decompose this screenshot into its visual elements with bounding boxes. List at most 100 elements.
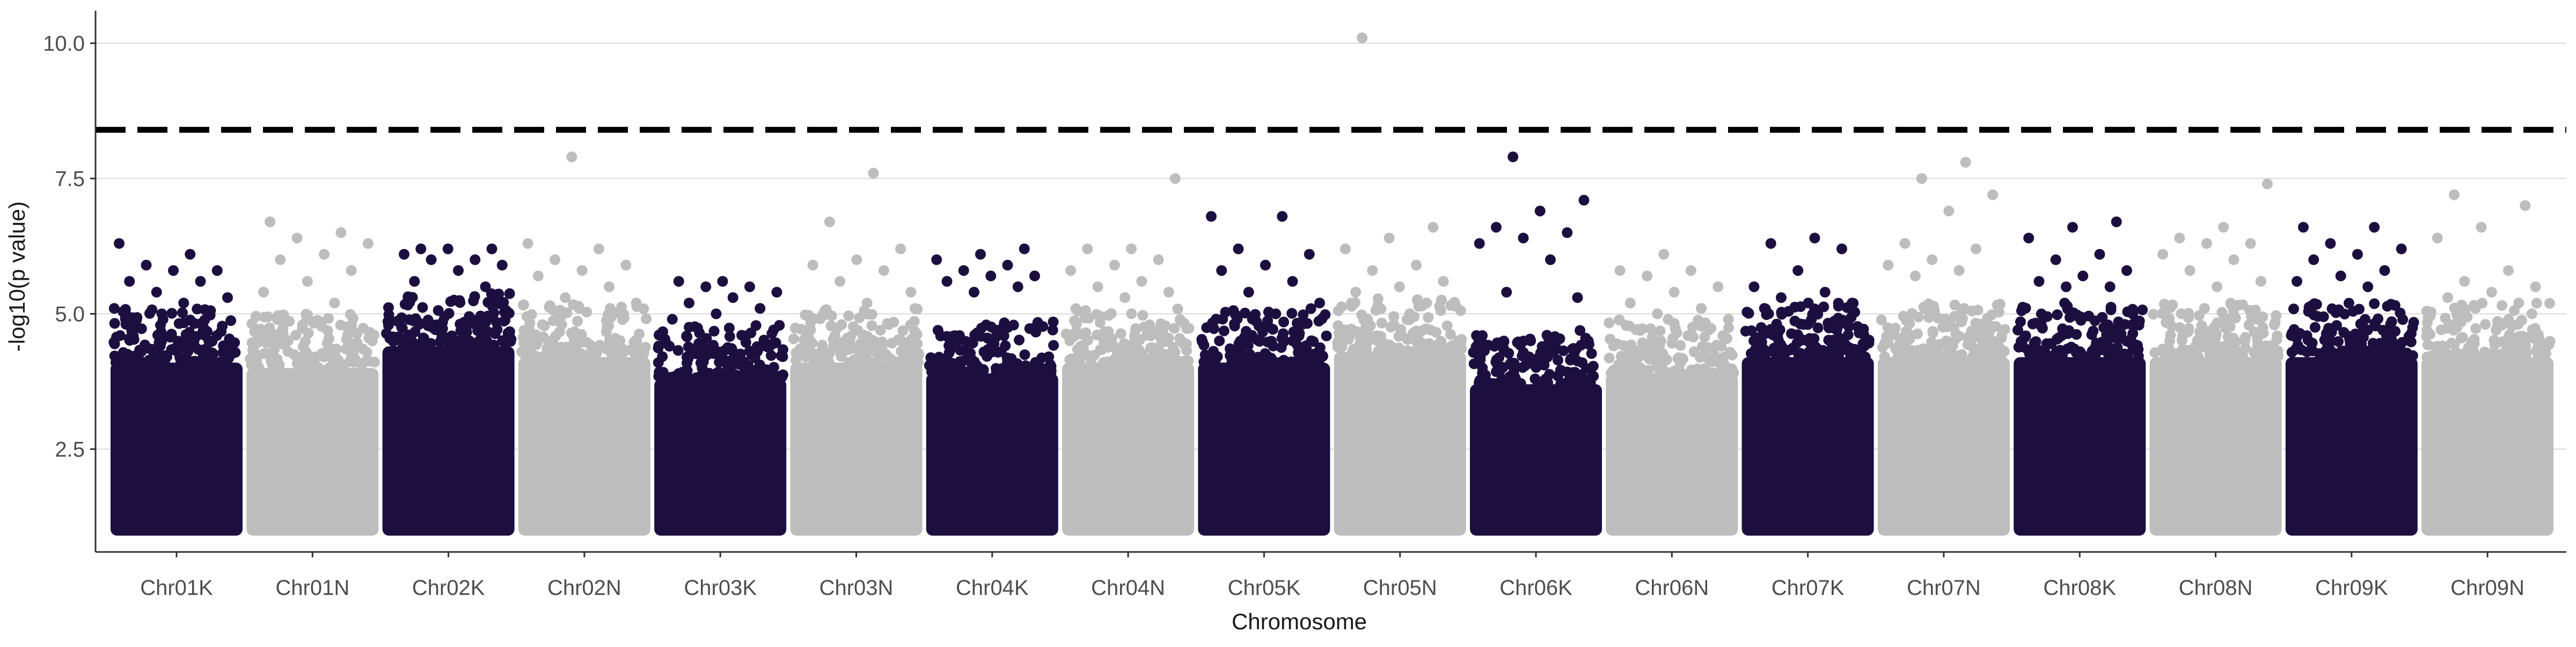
snp-point: [2325, 238, 2336, 249]
snp-point: [1339, 324, 1350, 336]
snp-point: [1092, 281, 1103, 293]
snp-point: [1842, 329, 1854, 340]
snp-point: [1635, 325, 1646, 336]
snp-point: [608, 350, 619, 361]
snp-point: [1395, 324, 1406, 335]
snp-point: [185, 314, 196, 325]
snp-point: [1103, 310, 1114, 321]
snp-point: [2333, 351, 2345, 362]
snp-point: [362, 238, 374, 249]
snp-point: [161, 350, 172, 361]
snp-point: [1624, 297, 1636, 309]
snp-point: [1818, 301, 1829, 312]
snp-point: [1702, 342, 1713, 353]
snp-point: [275, 254, 286, 265]
snp-point: [990, 324, 1001, 336]
snp-point: [888, 355, 899, 367]
snp-point: [1403, 333, 1415, 345]
snp-point: [872, 355, 883, 367]
snp-point: [1699, 331, 1710, 343]
snp-point: [1834, 317, 1845, 328]
snp-point: [117, 350, 128, 361]
snp-point: [114, 330, 126, 341]
snp-point: [1116, 347, 1128, 359]
snp-point: [2521, 347, 2532, 359]
snp-point: [1301, 343, 1312, 354]
snp-point: [1373, 346, 1384, 357]
snp-point: [2531, 297, 2542, 309]
snp-point: [2240, 332, 2251, 343]
snp-point: [726, 343, 737, 354]
snp-point: [1251, 316, 1262, 328]
snp-point: [1174, 333, 1185, 344]
snp-point: [1673, 352, 1685, 364]
snp-point: [2403, 331, 2414, 342]
snp-point: [155, 340, 166, 352]
snp-point: [1858, 340, 1870, 352]
snp-point: [342, 330, 354, 341]
snp-point: [946, 358, 957, 369]
snp-point: [109, 350, 120, 361]
snp-point: [114, 238, 125, 249]
snp-point: [1435, 336, 1446, 347]
snp-point: [1939, 352, 1950, 363]
snp-point: [2489, 339, 2500, 350]
snp-point: [1987, 321, 1999, 332]
snp-point: [1512, 337, 1523, 348]
snp-point: [2271, 310, 2282, 321]
snp-point: [1536, 341, 1548, 352]
snp-point: [2536, 339, 2548, 350]
snp-point: [566, 151, 577, 163]
snp-point: [2457, 302, 2469, 313]
snp-point: [933, 352, 945, 363]
snp-point: [1986, 309, 1997, 321]
snp-point: [1968, 343, 1979, 354]
snp-point: [1037, 321, 1049, 332]
snp-point: [1456, 343, 1467, 354]
snp-point: [2297, 222, 2309, 233]
snp-point: [1038, 367, 1049, 379]
snp-point: [2207, 351, 2218, 362]
snp-point: [1574, 378, 1585, 389]
snp-point: [2435, 324, 2447, 336]
snp-point: [121, 310, 132, 321]
snp-point: [1524, 351, 1535, 362]
snp-point: [455, 297, 466, 308]
snp-point: [1384, 232, 1395, 244]
snp-point: [1287, 276, 1298, 287]
chromosome-band: [246, 368, 379, 536]
snp-point: [1278, 336, 1290, 347]
snp-point: [1365, 320, 1376, 331]
snp-point: [1411, 337, 1423, 348]
snp-point: [1137, 310, 1148, 321]
snp-point: [2432, 340, 2443, 352]
snp-point: [1296, 355, 1307, 367]
snp-point: [2330, 307, 2341, 318]
chromosome-band: [1606, 373, 1738, 536]
snp-point: [845, 343, 856, 354]
snp-point: [124, 335, 135, 346]
snp-point: [826, 310, 837, 322]
data-points: [108, 32, 2556, 536]
snp-point: [966, 354, 977, 365]
x-axis-title: Chromosome: [1232, 609, 1367, 634]
snp-point: [346, 352, 357, 363]
snp-point: [2290, 331, 2302, 342]
snp-point: [2245, 238, 2256, 249]
snp-point: [1586, 348, 1597, 359]
snp-point: [1741, 307, 1753, 318]
snp-point: [1631, 351, 1643, 362]
snp-point: [2288, 303, 2299, 315]
snp-point: [2272, 330, 2283, 341]
snp-point: [1779, 352, 1790, 363]
snp-point: [1411, 294, 1423, 306]
snp-point: [838, 336, 850, 347]
x-tick-label: Chr01K: [140, 576, 213, 600]
snp-point: [1441, 320, 1453, 331]
snp-point: [1111, 357, 1122, 368]
snp-point: [764, 340, 775, 352]
snp-point: [1167, 341, 1179, 353]
snp-point: [1071, 318, 1082, 330]
snp-point: [1956, 349, 1967, 360]
snp-point: [1833, 350, 1844, 361]
